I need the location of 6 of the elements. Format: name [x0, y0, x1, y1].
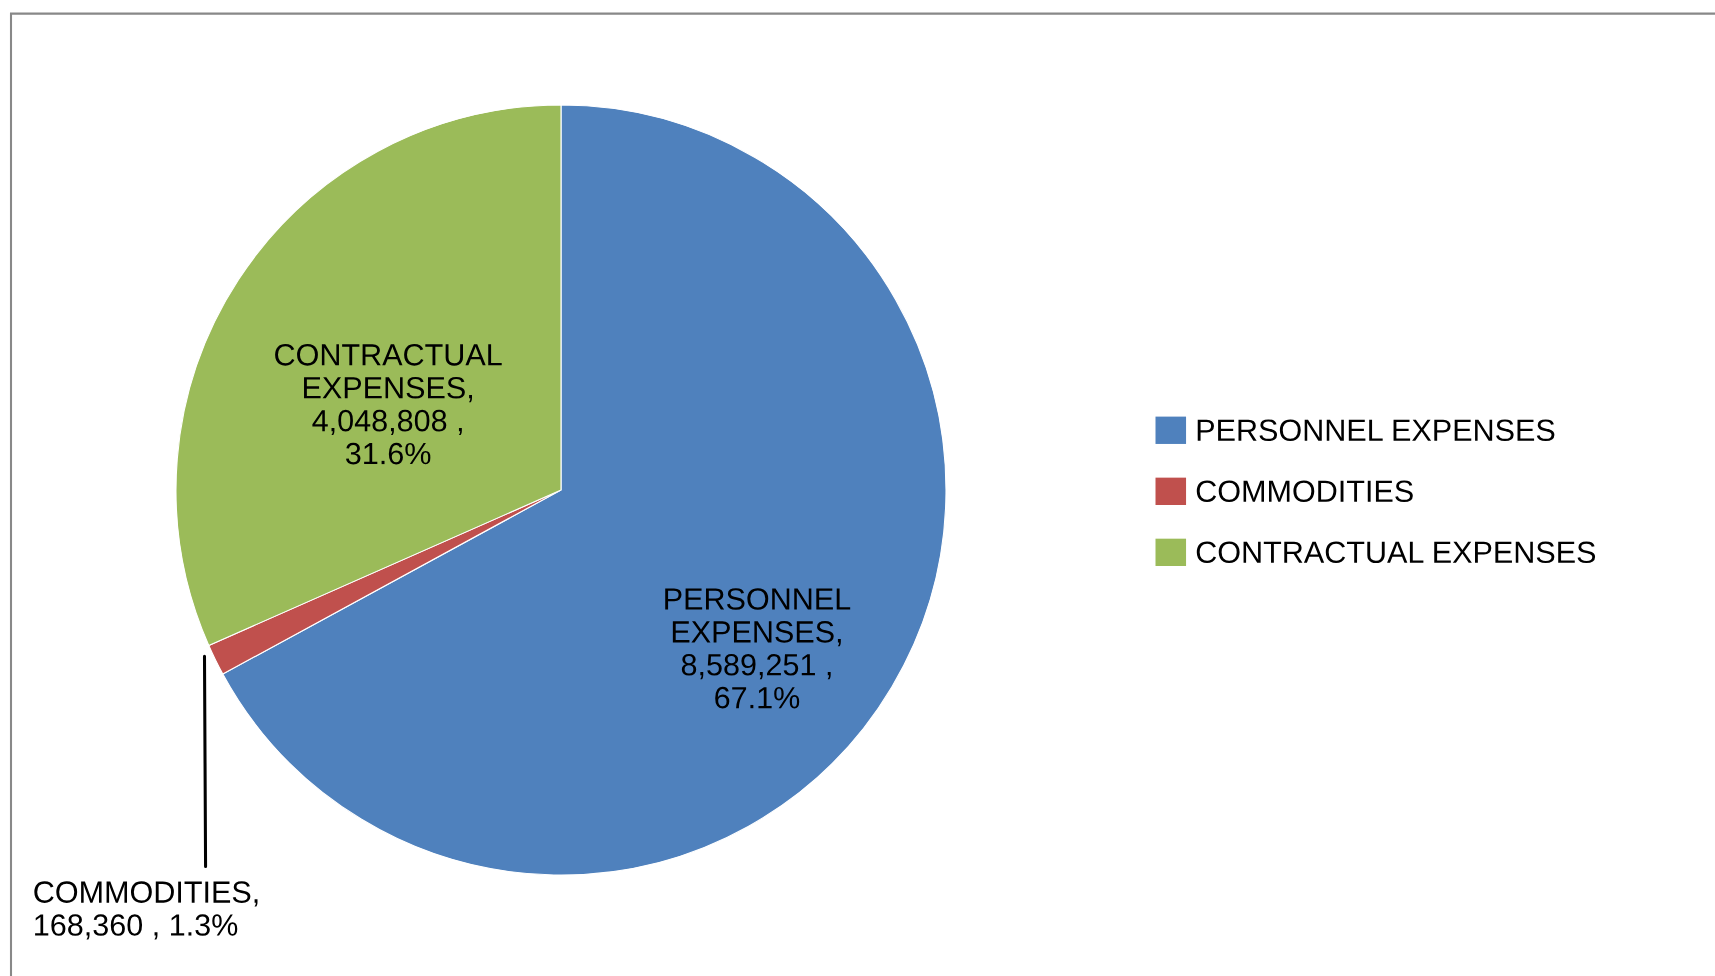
data-label: COMMODITIES, 168,360 , 1.3% [34, 881, 258, 940]
data-label: CONTRACTUAL EXPENSES, 4,048,808 , 31.6% [275, 344, 502, 465]
legend-label: CONTRACTUAL EXPENSES [1196, 541, 1596, 564]
legend-label: PERSONNEL EXPENSES [1197, 419, 1555, 442]
data-label: PERSONNEL EXPENSES, 8,589,251 , 67.1% [665, 588, 851, 709]
legend-label: COMMODITIES [1196, 480, 1413, 503]
